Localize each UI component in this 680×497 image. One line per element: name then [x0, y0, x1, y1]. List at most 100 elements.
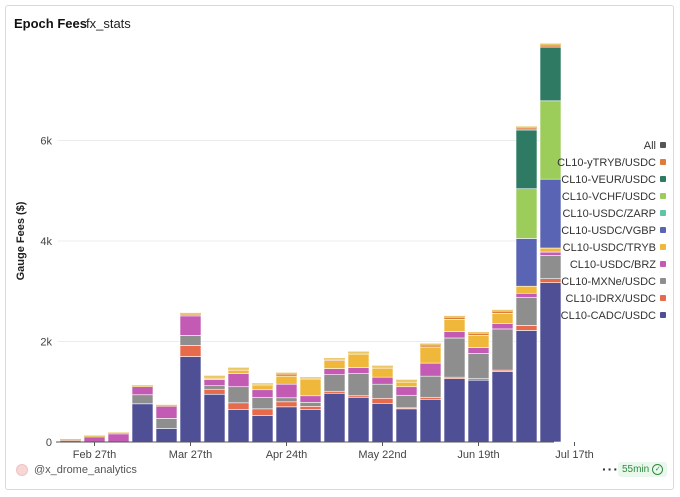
y-tick-label: 2k [40, 337, 52, 349]
legend-swatch [660, 193, 666, 199]
bar-cap [300, 377, 321, 379]
legend-swatch [660, 261, 666, 267]
avatar [16, 464, 28, 476]
bar-segment [251, 385, 274, 391]
bar-cap [372, 365, 393, 368]
bar-segment [299, 402, 322, 407]
bar-segment [227, 386, 250, 404]
legend-swatch [660, 278, 666, 284]
bar-segment [203, 376, 226, 379]
legend-label: CL10-MXNe/USDC [561, 276, 656, 288]
bar-segment [371, 376, 394, 385]
bar-segment [371, 397, 394, 404]
legend-swatch [660, 312, 666, 318]
bar-segment [275, 406, 298, 443]
bar-segment [323, 390, 346, 394]
x-tick-label: Jul 17th [555, 449, 594, 461]
bar-segment [515, 285, 538, 294]
bar-cap [444, 315, 465, 318]
bar-segment [347, 367, 370, 374]
legend-label: CL10-VCHF/USDC [562, 191, 656, 203]
legend-label: CL10-USDC/ZARP [562, 208, 656, 220]
bar-segment [347, 373, 370, 397]
bar-segment [515, 296, 538, 326]
y-tick-label: 6k [40, 136, 52, 148]
bar-segment [323, 359, 346, 361]
bar-segment [155, 428, 178, 443]
bar-segment [323, 360, 346, 369]
bar-segment [299, 409, 322, 443]
bar-segment [467, 379, 490, 443]
legend-swatch [660, 159, 666, 165]
bar-cap [420, 343, 441, 346]
bar-segment [323, 374, 346, 392]
bar-segment [419, 344, 442, 348]
bar-segment [251, 384, 274, 387]
check-icon: ✓ [652, 464, 664, 475]
bar-cap [276, 372, 297, 375]
bar-segment [251, 389, 274, 398]
bar-cap [468, 331, 489, 334]
bar-segment [179, 314, 202, 317]
x-tick-label: Jun 19th [457, 449, 499, 461]
legend-label: CL10-USDC/TRYB [563, 242, 656, 254]
bar-segment [395, 381, 418, 388]
bar-segment [347, 396, 370, 443]
bar-segment [275, 401, 298, 408]
bar-segment [539, 251, 562, 256]
bar-segment [347, 352, 370, 355]
bar-segment [515, 292, 538, 298]
bar-cap [348, 351, 369, 354]
bar-segment [227, 373, 250, 388]
bar-segment [443, 331, 466, 339]
bar-segment [131, 394, 154, 405]
bar-segment [395, 380, 418, 383]
bar-segment [179, 356, 202, 443]
bar-segment [467, 333, 490, 336]
bar-segment [419, 362, 442, 377]
bar-segment [227, 368, 250, 371]
bar-segment [203, 388, 226, 395]
bar-segment [491, 313, 514, 324]
bar-segment [515, 129, 538, 190]
bar-segment [275, 375, 298, 385]
bar-segment [419, 396, 442, 400]
x-tick-label: Mar 27th [169, 449, 212, 461]
bar-segment [395, 408, 418, 443]
bar-segment [539, 44, 562, 48]
bar-segment [419, 398, 442, 443]
bar-segment [443, 378, 466, 443]
refresh-time: 55min [622, 464, 650, 475]
bar-cap [180, 312, 201, 315]
bar-segment [419, 346, 442, 364]
bar-cap [228, 367, 249, 370]
author[interactable]: @x_drome_analytics [16, 464, 137, 476]
bar-segment [515, 238, 538, 287]
bar-segment [251, 396, 274, 410]
bar-cap [516, 126, 537, 128]
more-options-button[interactable]: ··· [602, 461, 619, 477]
y-tick-label: 4k [40, 236, 52, 248]
bar-segment [179, 335, 202, 346]
refresh-badge[interactable]: 55min ✓ [618, 462, 668, 477]
legend-all-label: All [644, 140, 656, 152]
bar-cap [108, 432, 129, 434]
bar-cap [132, 385, 153, 387]
bar-segment [179, 315, 202, 336]
author-name: @x_drome_analytics [34, 464, 137, 476]
legend-all-swatch [660, 142, 666, 148]
chart-subtitle: fx_stats [86, 16, 131, 31]
y-tick-label: 0 [46, 437, 52, 449]
bar-segment [491, 323, 514, 330]
legend-swatch [660, 227, 666, 233]
legend-swatch [660, 244, 666, 250]
bar-cap [156, 404, 177, 407]
bar-segment [203, 393, 226, 443]
bar-segment [491, 328, 514, 371]
bar-segment [515, 325, 538, 331]
bar-cap [396, 379, 417, 382]
bar-segment [227, 402, 250, 410]
bar-segment [107, 433, 130, 443]
legend-label: CL10-yTRYB/USDC [557, 157, 656, 169]
bar-segment [299, 379, 322, 397]
